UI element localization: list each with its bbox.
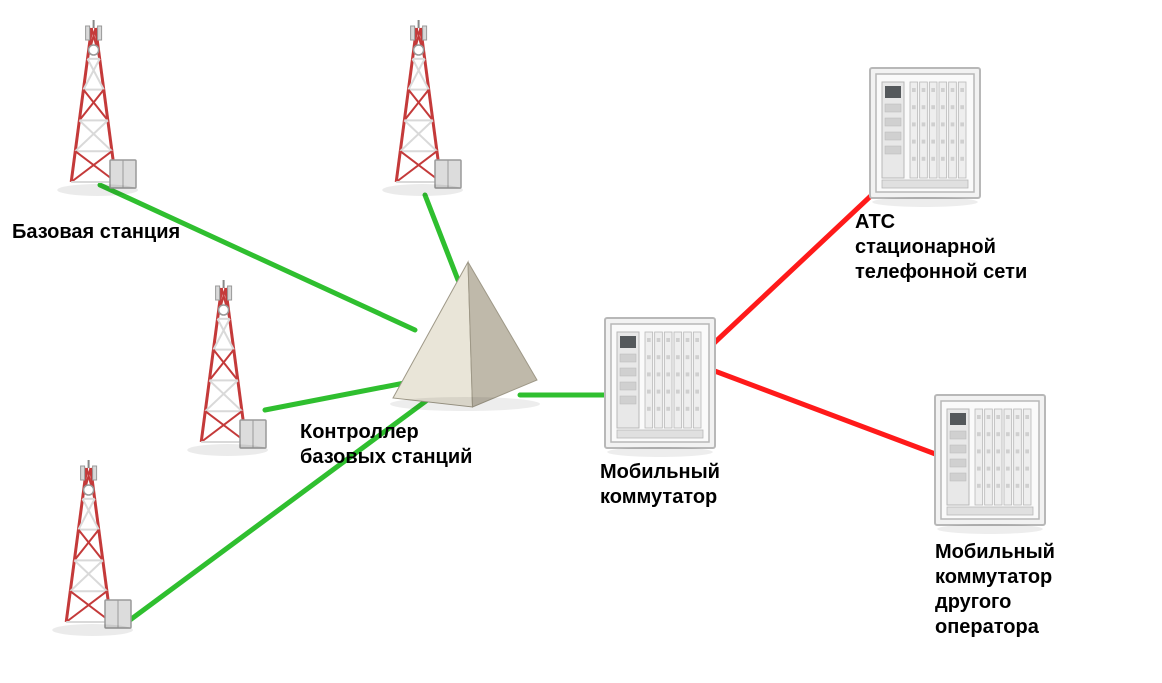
label-other-operator: Мобильный коммутатор другого оператора — [935, 540, 1055, 640]
tower-icon-3 — [187, 280, 268, 456]
label-controller: Контроллер базовых станций — [300, 420, 472, 470]
edges-layer — [0, 0, 1162, 683]
label-base-station: Базовая станция — [12, 220, 180, 245]
diagram-canvas: Базовая станция Контроллер базовых станц… — [0, 0, 1162, 683]
cabinet-icon-msc — [605, 318, 715, 457]
icons-layer — [0, 0, 1162, 683]
cabinet-icon-pstn — [870, 68, 980, 207]
controller-icon — [390, 262, 540, 411]
label-pstn: АТС стационарной телефонной сети — [855, 210, 1027, 285]
tower-icon-1 — [57, 20, 138, 196]
cabinet-icon-msc2 — [935, 395, 1045, 534]
label-mobile-switch: Мобильный коммутатор — [600, 460, 720, 510]
tower-icon-4 — [52, 460, 133, 636]
tower-icon-2 — [382, 20, 463, 196]
